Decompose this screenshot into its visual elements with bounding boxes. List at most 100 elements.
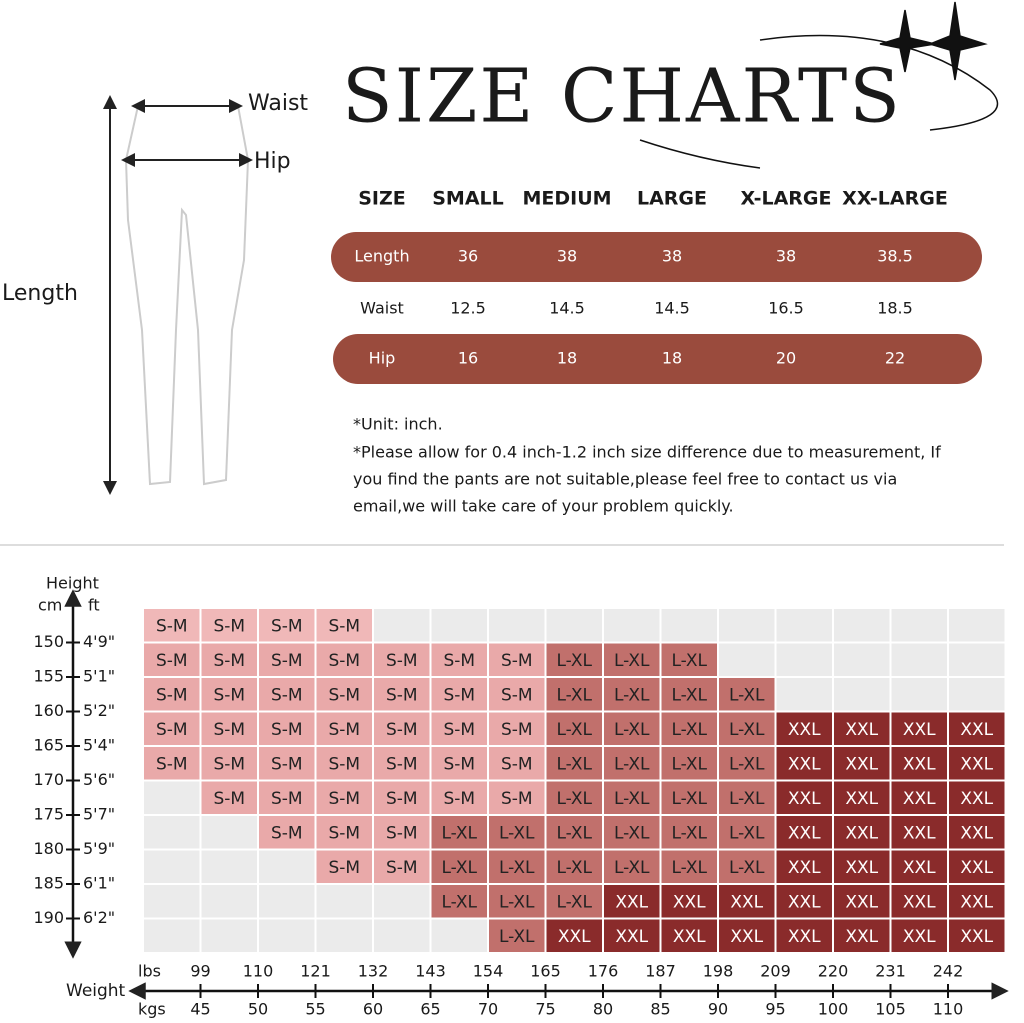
column-header: SIZE (358, 188, 406, 210)
size-cell (949, 609, 1005, 642)
size-cell (431, 781, 487, 814)
size-cell (949, 816, 1005, 849)
size-cell (776, 643, 832, 676)
size-label: L-XL (614, 720, 650, 740)
size-label: XXL (960, 789, 993, 809)
length-label: Length (2, 281, 78, 306)
size-cell (201, 643, 257, 676)
size-cell (144, 678, 200, 711)
kgs-tick-label: 70 (478, 1000, 498, 1019)
size-label: XXL (960, 892, 993, 912)
size-cell (546, 643, 602, 676)
cell: 20 (776, 349, 796, 368)
size-cell (259, 643, 315, 676)
ft-tick-label: 6'1" (83, 874, 115, 893)
size-cell (604, 850, 660, 883)
lbs-label: lbs (138, 962, 161, 981)
size-cell (776, 919, 832, 952)
size-label: S-M (386, 720, 418, 740)
size-cell (489, 850, 545, 883)
size-label: S-M (156, 754, 188, 774)
size-label: S-M (271, 616, 303, 636)
size-cell (546, 747, 602, 780)
size-label: L-XL (499, 858, 535, 878)
kgs-tick-label: 80 (593, 1000, 613, 1019)
size-label: XXL (903, 858, 936, 878)
size-label: L-XL (614, 754, 650, 774)
size-cell (259, 609, 315, 642)
cm-tick-label: 150 (33, 632, 64, 651)
ft-tick-label: 5'7" (83, 805, 115, 824)
size-cell (259, 816, 315, 849)
cm-tick-label: 160 (33, 701, 64, 720)
ft-tick-label: 5'9" (83, 839, 115, 858)
size-cell (891, 850, 947, 883)
size-cell (259, 712, 315, 745)
kgs-tick-label: 110 (933, 1000, 964, 1019)
lbs-tick-label: 220 (818, 962, 849, 981)
cm-label: cm (38, 596, 62, 615)
size-cell (604, 919, 660, 952)
size-cell (374, 850, 430, 883)
size-label: L-XL (671, 685, 707, 705)
size-cell (949, 781, 1005, 814)
cell: 14.5 (654, 299, 690, 318)
size-cell (891, 919, 947, 952)
lbs-tick-label: 143 (415, 962, 446, 981)
size-cell (316, 609, 372, 642)
size-cell (489, 678, 545, 711)
size-cell (144, 609, 200, 642)
ft-tick-label: 5'2" (83, 701, 115, 720)
size-cell (834, 850, 890, 883)
size-cell (201, 781, 257, 814)
lbs-tick-label: 99 (190, 962, 210, 981)
cm-tick-label: 170 (33, 770, 64, 789)
size-cell (949, 747, 1005, 780)
size-cell (834, 609, 890, 642)
size-label: S-M (328, 651, 360, 671)
leggings-figure (103, 95, 253, 495)
cm-tick-label: 165 (33, 736, 64, 755)
size-cell (374, 643, 430, 676)
size-cell (834, 919, 890, 952)
note: *Unit: inch. (353, 415, 443, 434)
title-decoration (639, 1, 999, 169)
size-label: S-M (443, 685, 475, 705)
size-cell (374, 816, 430, 849)
size-cell (719, 919, 775, 952)
size-label: L-XL (499, 927, 535, 947)
size-cell (776, 850, 832, 883)
size-label: L-XL (729, 823, 765, 843)
size-label: S-M (386, 823, 418, 843)
ft-tick-label: 5'1" (83, 667, 115, 686)
size-cell (604, 712, 660, 745)
size-label: S-M (156, 616, 188, 636)
cell: 36 (458, 247, 478, 266)
kgs-tick-label: 65 (420, 1000, 440, 1019)
size-cell (431, 885, 487, 918)
lbs-tick-label: 121 (300, 962, 331, 981)
size-label: XXL (673, 927, 706, 947)
size-cell (431, 816, 487, 849)
kgs-tick-label: 105 (875, 1000, 906, 1019)
size-cell (949, 850, 1005, 883)
size-cell (719, 678, 775, 711)
size-cell (719, 816, 775, 849)
size-label: XXL (960, 754, 993, 774)
size-cell (374, 712, 430, 745)
cell: 38 (776, 247, 796, 266)
kgs-tick-label: 60 (363, 1000, 383, 1019)
lbs-tick-label: 132 (358, 962, 389, 981)
hip-label: Hip (254, 149, 291, 174)
size-cell (949, 678, 1005, 711)
size-label: L-XL (556, 651, 592, 671)
size-cell (201, 919, 257, 952)
size-cell (891, 885, 947, 918)
size-cell (374, 747, 430, 780)
size-cell (374, 885, 430, 918)
kgs-label: kgs (138, 1000, 166, 1019)
size-label: S-M (213, 616, 245, 636)
cm-tick-label: 175 (33, 805, 64, 824)
size-label: S-M (213, 754, 245, 774)
size-cell (316, 885, 372, 918)
